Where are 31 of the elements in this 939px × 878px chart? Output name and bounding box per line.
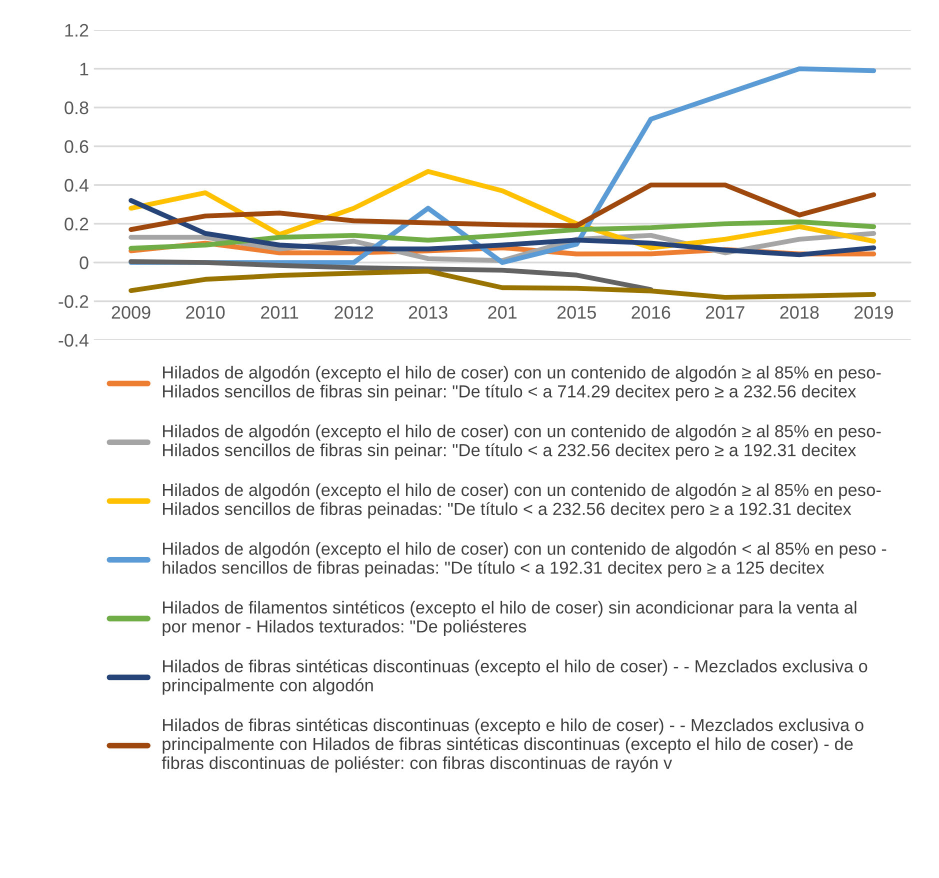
legend-label: Hilados de filamentos sintéticos (excepto el hilo de coser) sin acondicionar para la venta al por menor - Hilados texturados: "De poliésteres bbox=[162, 600, 856, 636]
x-tick-label: 2019 bbox=[854, 306, 893, 319]
line-series bbox=[128, 198, 876, 258]
x-tick-label: 201 bbox=[488, 306, 517, 319]
x-tick-label: 2016 bbox=[632, 306, 670, 319]
legend-label: Hilados de algodón (excepto el hilo de coser) con un contenido de algodón ≥ al 85% en peso- Hilados sencillos de fibras peinadas: "De título < a 232.56 decitex pero ≥ a 192.31 decitex bbox=[163, 483, 881, 518]
legend-label: Hilados de algodón (excepto el hilo de coser) con un contenido de algodón ≥ al 85% en peso- Hilados sencillos de fibras sin peinar: "De título < a 232.56 decitex pero ≥ a 192.31 decitex bbox=[163, 424, 881, 460]
y-tick-label: -0.2 bbox=[58, 295, 88, 308]
line-series bbox=[128, 182, 876, 232]
y-tick-label: -0.4 bbox=[58, 334, 89, 347]
y-tick-label: 0 bbox=[80, 256, 88, 270]
x-tick-label: 2017 bbox=[706, 306, 744, 319]
x-tick-label: 2013 bbox=[408, 306, 448, 319]
y-tick-label: 0.6 bbox=[64, 140, 88, 153]
x-tick-label: 2011 bbox=[261, 306, 298, 319]
y-tick-label: 1 bbox=[80, 62, 88, 76]
legend-label: Hilados de fibras sintéticas discontinuas (excepto e hilo de coser) - - Mezclados exclusiva o principalmente con Hilados de fibras sintéticas discontinuas (excepto el hilo de coser) - de fibras discontinuas de poliéster: con fibras discontinuas de rayón v bbox=[162, 718, 864, 773]
x-tick-label: 2009 bbox=[112, 306, 150, 319]
line-series bbox=[128, 268, 876, 300]
line-series bbox=[128, 219, 876, 251]
y-tick-label: 0.4 bbox=[64, 178, 89, 192]
x-tick-label: 2018 bbox=[780, 306, 819, 319]
y-tick-label: 0.2 bbox=[64, 218, 88, 230]
legend-label: Hilados de algodón (excepto el hilo de coser) con un contenido de algodón ≥ al 85% en peso- Hilados sencillos de fibras sin peinar: "De título < a 714.29 decitex pero ≥ a 232.56 decitex bbox=[163, 366, 881, 401]
x-tick-label: 2012 bbox=[334, 306, 374, 319]
x-tick-label: 2015 bbox=[557, 306, 596, 319]
x-tick-label: 2010 bbox=[186, 306, 225, 319]
y-tick-label: 0.8 bbox=[64, 101, 88, 114]
legend-label: Hilados de algodón (excepto el hilo de coser) con un contenido de algodón < al 85% en peso - hilados sencillos de fibras peinadas: "De título < a 192.31 decitex pero ≥ a 125 decitex bbox=[162, 542, 886, 578]
y-tick-label: 1.2 bbox=[65, 24, 88, 37]
legend-label: Hilados de fibras sintéticas discontinuas (excepto el hilo de coser) - - Mezclados exclusiva o principalmente con algodón bbox=[162, 659, 868, 695]
